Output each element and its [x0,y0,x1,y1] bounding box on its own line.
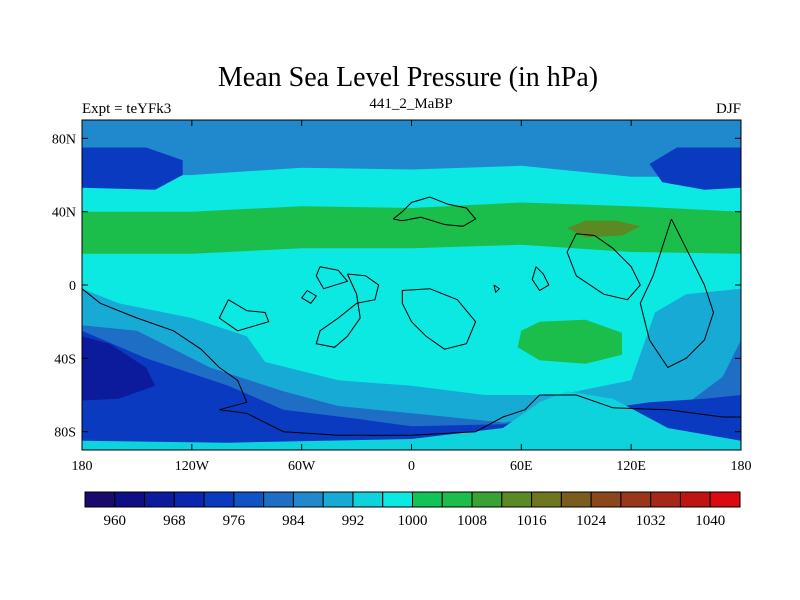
colorbar-box-15 [531,491,562,508]
pressure-map [82,120,741,450]
coastline-0 [392,196,477,227]
coastline-6 [218,299,270,332]
colorbar-box-7 [292,491,324,508]
y-tick-label-4: 80S [54,426,76,441]
coastline-5 [82,288,741,436]
colorbar-label-0: 960 [104,513,127,529]
coastline-outlines [82,196,741,436]
colorbar-label-1: 968 [163,513,186,529]
colorbar-box-18 [620,491,652,508]
region-antarctic-rim [82,391,741,450]
coastline-9 [531,266,550,292]
colorbar-box-2 [144,491,175,508]
colorbar-box-5 [233,491,265,508]
region-pacific-low-core [82,336,156,401]
colorbar-label-7: 1016 [517,513,548,529]
colorbar-box-0 [84,491,116,508]
colorbar-box-20 [679,491,711,508]
coastline-4 [639,218,715,369]
map-axes: 180 120W 60W 0 60E 120E 180 80N 40N 0 40S 80S [52,120,752,474]
chart-title: Mean Sea Level Pressure (in hPa) [218,62,598,93]
colorbar-box-16 [560,491,592,508]
colorbar-label-3: 984 [282,513,305,529]
y-tick-label-3: 40S [54,352,76,367]
region-indian-ocean-high [517,319,622,364]
region-north-polar-band [82,120,741,177]
y-tick-label-2: 0 [69,279,76,294]
x-tick-label-6: 180 [731,459,752,474]
colorbar-label-6: 1008 [457,513,487,529]
region-north-subtropical-ridge [82,202,741,254]
colorbar-box-6 [263,491,294,508]
colorbar-box-21 [709,491,741,508]
colorbar-label-4: 992 [342,513,365,529]
x-tick-label-1: 120W [175,459,210,474]
colorbar-box-14 [501,491,533,508]
colorbar-label-8: 1024 [576,513,607,529]
colorbar-box-9 [352,491,384,508]
colorbar-box-3 [173,491,205,508]
colorbar-box-17 [590,491,622,508]
y-tick-label-0: 80N [52,132,76,147]
center-label: 441_2_MaBP [369,96,452,112]
x-tick-label-3: 0 [408,459,415,474]
x-tick-label-0: 180 [72,459,93,474]
colorbar-label-5: 1000 [398,513,428,529]
colorbar-label-9: 1032 [636,513,666,529]
colorbar-box-11 [412,491,443,508]
colorbar-box-1 [114,491,146,508]
x-tick-label-2: 60W [288,459,316,474]
region-asia-high [567,220,641,238]
colorbar-box-10 [382,491,413,508]
colorbar-box-4 [203,491,235,508]
coastline-2 [401,288,477,350]
coastline-10 [493,284,501,294]
colorbar-box-19 [650,491,681,508]
y-tick-label-1: 40N [52,206,76,221]
coastline-3 [566,233,641,301]
pressure-contour-fills [82,120,741,450]
colorbar: 960 968 976 984 992 1000 1008 1016 1024 1032 1040 [84,491,741,529]
region-north-pacific-low [82,147,183,190]
colorbar-box-13 [471,491,503,508]
coastline-7 [315,266,349,290]
colorbar-label-10: 1040 [695,513,725,529]
region-north-pacific-low-east [649,147,741,190]
experiment-label: Expt = teYFk3 [82,101,171,117]
x-tick-label-4: 60E [510,459,533,474]
coastline-1 [315,273,380,348]
colorbar-box-8 [322,491,354,508]
coastline-8 [300,290,318,304]
colorbar-label-2: 976 [223,513,246,529]
season-label: DJF [716,101,741,117]
x-tick-label-5: 120E [616,459,646,474]
colorbar-box-12 [441,491,473,508]
